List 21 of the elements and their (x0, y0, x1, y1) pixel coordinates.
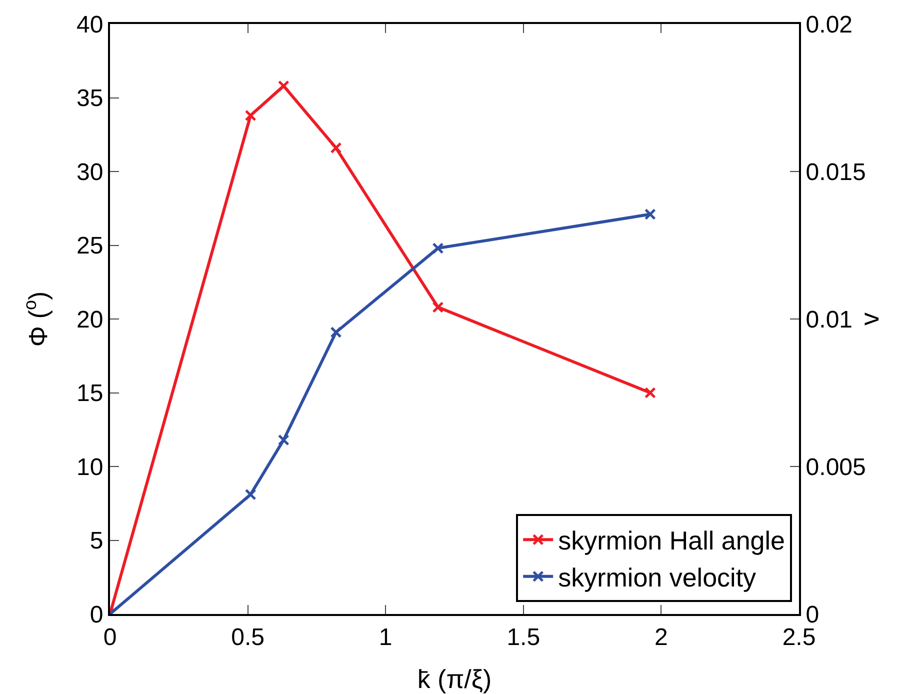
y-tick-label: 15 (76, 380, 104, 408)
x-tick-label: 0.5 (231, 624, 264, 651)
y-tick-label: 40 (76, 11, 104, 38)
y-tick-label: 5 (90, 528, 104, 555)
y-tick-label: 0 (90, 601, 104, 628)
y2-tick-label: 0.01 (806, 306, 853, 334)
y2-tick-label: 0.02 (806, 11, 853, 38)
legend-label: skyrmion velocity (558, 562, 756, 593)
x-tick-label: 2 (654, 624, 668, 651)
y2-axis-title: v (854, 312, 885, 326)
y2-tick-label: 0.005 (806, 454, 866, 481)
y2-tick-label: 0.015 (806, 158, 866, 186)
y-tick-label: 10 (76, 454, 104, 481)
y-tick-label: 30 (76, 158, 104, 186)
x-axis-title: k̄ (π/ξ) (417, 664, 492, 694)
y-tick-label: 20 (76, 306, 104, 334)
x-tick-label: 1.5 (506, 624, 540, 651)
legend-label: skyrmion Hall angle (558, 526, 785, 556)
y-tick-label: 25 (76, 232, 104, 260)
x-tick-label: 1 (378, 624, 392, 651)
y-tick-label: 35 (76, 85, 104, 112)
